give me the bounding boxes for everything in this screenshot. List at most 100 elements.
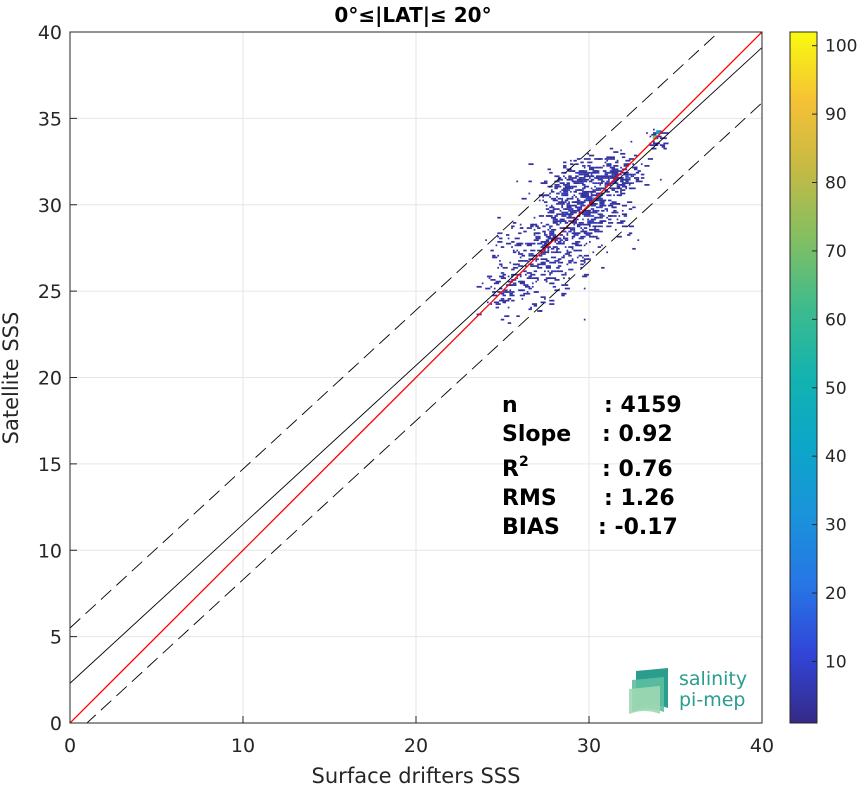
density-cell (511, 268, 515, 271)
density-hotspot (656, 130, 661, 135)
density-cell (507, 237, 510, 240)
density-cell (635, 178, 640, 181)
y-tick-label: 5 (50, 627, 62, 649)
density-cell (616, 185, 621, 188)
y-tick-label: 35 (38, 108, 62, 130)
density-cell (568, 215, 572, 217)
density-cell (573, 261, 577, 264)
density-cell (486, 301, 489, 304)
density-cell (554, 218, 558, 221)
density-cell (599, 204, 605, 207)
density-cell (601, 213, 603, 216)
density-cell (628, 232, 633, 235)
density-cell (606, 165, 612, 167)
density-cell (609, 170, 615, 172)
regression-plus-bound-line (70, 32, 720, 629)
density-cell (561, 294, 565, 297)
density-cell (500, 277, 506, 280)
density-cell (621, 225, 628, 228)
density-cell (531, 223, 538, 226)
density-cell (580, 194, 584, 197)
density-cell (587, 232, 593, 235)
density-cell (606, 194, 612, 197)
density-cell (578, 208, 581, 210)
density-cell (573, 194, 576, 197)
density-cell (563, 175, 565, 178)
density-cell (628, 208, 633, 210)
density-cell (502, 294, 506, 297)
density-cell (594, 185, 596, 188)
density-cell (594, 182, 598, 185)
density-cell (569, 163, 574, 166)
density-cell (583, 158, 586, 160)
density-cell (500, 246, 505, 248)
density-cell (563, 215, 565, 217)
density-cell (606, 209, 609, 212)
density-cell (545, 246, 551, 248)
density-cell (564, 201, 567, 204)
density-cell (545, 235, 551, 238)
density-cell (550, 247, 555, 250)
density-cell (564, 239, 569, 242)
density-cell (592, 228, 596, 231)
density-cell (571, 196, 574, 198)
stat-value-r2: : 0.76 (602, 457, 673, 482)
density-cell (518, 251, 520, 254)
density-cell (559, 234, 564, 236)
density-cell (528, 263, 534, 266)
density-cell (497, 232, 501, 235)
density-cell (554, 289, 560, 292)
density-cell (566, 185, 572, 188)
density-cell (613, 194, 615, 197)
stat-label-r2: R2 (502, 454, 529, 482)
density-cell (511, 275, 513, 278)
density-cell (544, 298, 546, 300)
density-cell (566, 263, 569, 266)
density-cell (595, 197, 602, 200)
density-cell (542, 196, 545, 198)
density-cell (585, 242, 588, 245)
density-cell (550, 232, 553, 235)
density-cell (542, 182, 548, 185)
density-cell (554, 234, 557, 236)
density-cell (524, 292, 531, 295)
density-cell (544, 249, 546, 252)
density-cell (530, 273, 536, 276)
density-cell (519, 256, 522, 259)
density-cell (573, 190, 577, 193)
density-cell (590, 173, 593, 176)
x-tick-label: 20 (404, 735, 428, 757)
density-cell (566, 227, 572, 229)
density-cell (587, 152, 589, 155)
density-cell (557, 242, 564, 245)
density-cell (549, 234, 555, 236)
density-cell (608, 218, 612, 221)
density-cell (535, 235, 538, 238)
density-cell (576, 178, 583, 181)
density-cell (528, 308, 532, 311)
density-cell (528, 180, 532, 183)
density-cell (571, 185, 577, 188)
density-cell (533, 291, 538, 293)
density-cell (550, 216, 557, 219)
density-cell (625, 159, 631, 162)
density-cell (597, 246, 602, 248)
density-cell (614, 182, 617, 185)
density-cell (589, 154, 595, 157)
density-cell (500, 318, 505, 321)
density-cell (518, 280, 524, 283)
density-cell (559, 227, 565, 229)
density-cell (566, 232, 569, 235)
density-cell (640, 163, 643, 166)
density-cell (564, 273, 567, 276)
density-cell (609, 158, 615, 160)
density-cell (609, 166, 615, 169)
density-cell (616, 184, 619, 186)
density-cell (589, 177, 591, 179)
density-cell (549, 206, 555, 209)
density-cell (630, 187, 636, 190)
density-cell (587, 220, 593, 223)
density-cell (537, 227, 541, 229)
density-cell (653, 128, 655, 131)
density-cell (571, 237, 574, 240)
